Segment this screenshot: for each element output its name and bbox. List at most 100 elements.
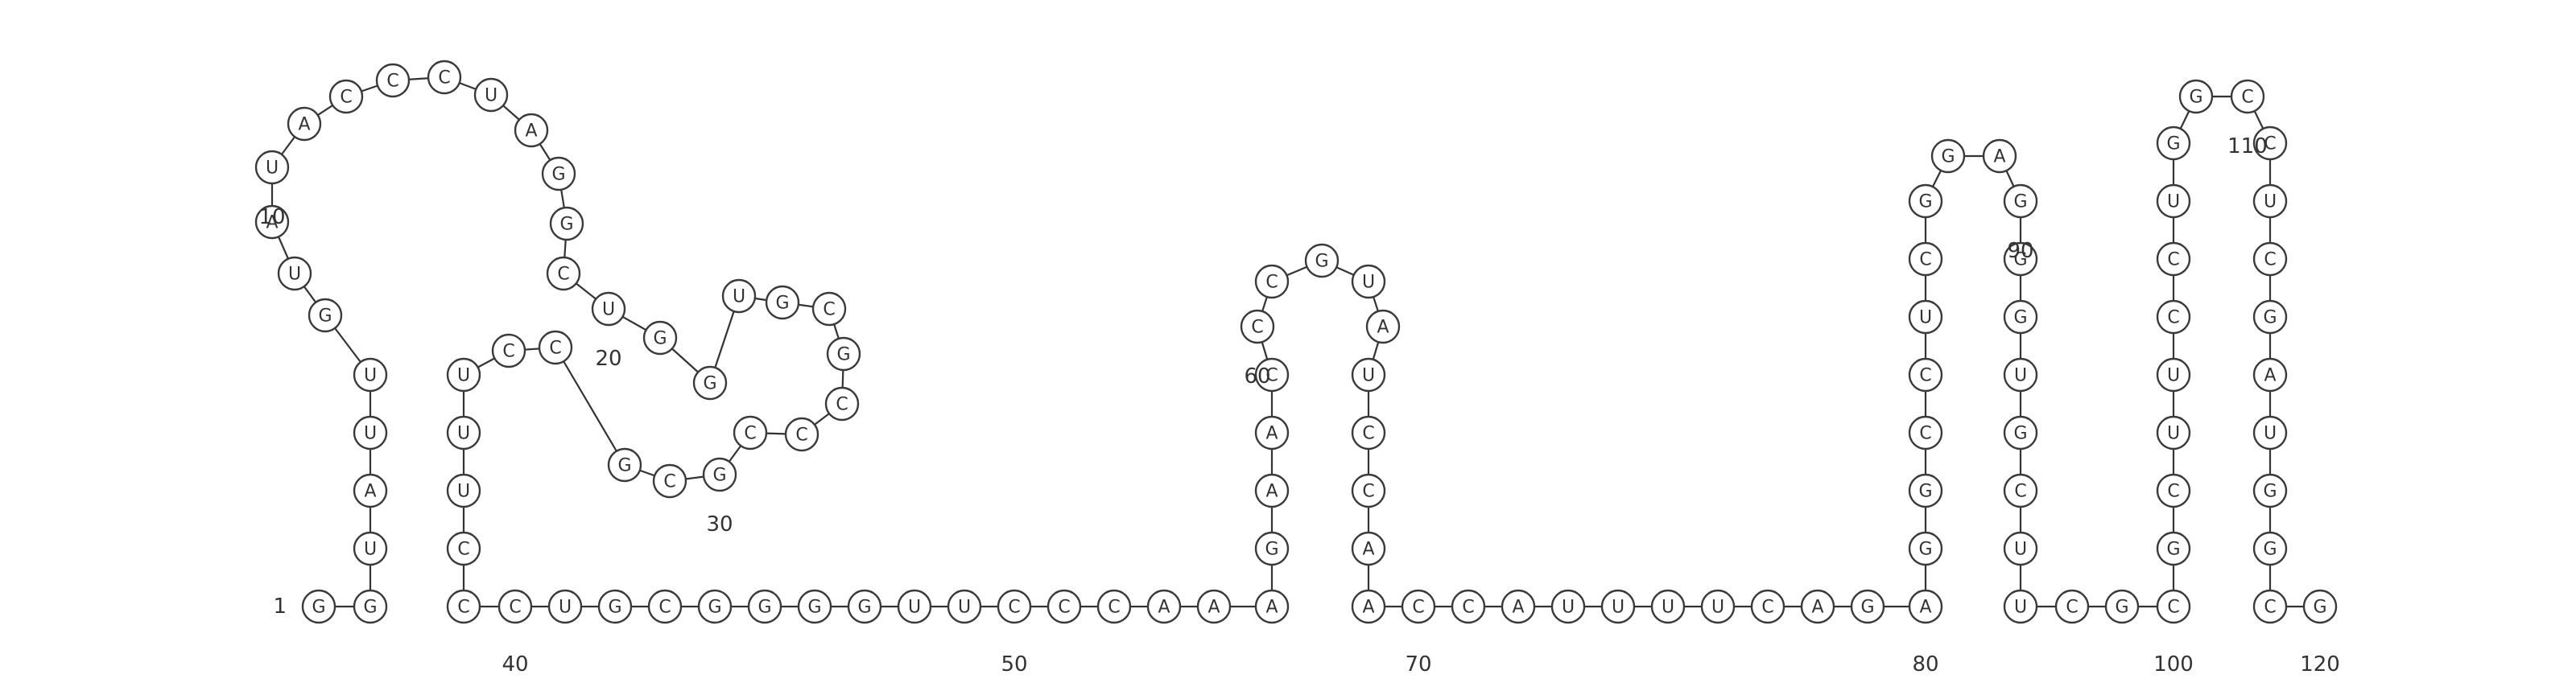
nucleotide-115: A [2252, 357, 2288, 393]
nucleotide-letter: G [608, 598, 621, 618]
nucleotide-letter: C [823, 300, 835, 320]
nucleotide-circle [1800, 589, 1835, 624]
nucleotide-circle [1046, 589, 1082, 624]
nucleotide-circle [1146, 589, 1182, 624]
nucleotide-letter: A [1158, 598, 1170, 618]
nucleotide-circle [1908, 473, 1943, 508]
nucleotide-94: G [2003, 415, 2038, 450]
nucleotide-circle [1650, 589, 1686, 624]
nucleotide-100: C [2156, 589, 2191, 624]
nucleotide-83: C [1908, 415, 1943, 450]
nucleotide-circle [1254, 589, 1290, 624]
nucleotide-letter: C [340, 88, 352, 108]
nucleotide-36: U [446, 415, 481, 450]
nucleotide-59: C [1254, 357, 1290, 393]
nucleotide-39: C [446, 589, 481, 624]
nucleotide-letter: G [2013, 250, 2027, 270]
nucleotide-letter: U [457, 366, 470, 386]
nucleotide-letter: C [795, 426, 807, 446]
nucleotide-circle [2003, 357, 2038, 393]
nucleotide-114: G [2252, 299, 2288, 335]
nucleotide-54: A [1196, 589, 1232, 624]
nucleotide-letter: U [485, 86, 497, 106]
nucleotide-circle [1351, 473, 1386, 508]
nucleotide-circle [997, 589, 1032, 624]
nucleotide-letter: U [2014, 540, 2027, 560]
nucleotide-4: A [353, 473, 388, 508]
nucleotide-circle [1351, 415, 1386, 450]
nucleotide-72: A [1501, 589, 1536, 624]
nucleotide-74: U [1600, 589, 1636, 624]
nucleotide-circle [1908, 183, 1943, 219]
nucleotide-12: C [328, 79, 364, 114]
nucleotide-101: G [2156, 531, 2191, 566]
nucleotide-33: C [538, 330, 573, 365]
nucleotide-circle [301, 589, 336, 624]
nucleotide-circle [2003, 531, 2038, 566]
nucleotide-circle [2178, 79, 2214, 114]
nucleotide-letter: G [1860, 598, 1874, 618]
nucleotide-circle [328, 79, 364, 114]
nucleotide-111: C [2252, 125, 2288, 161]
nucleotide-circle [1908, 357, 1943, 393]
nucleotide-letter: A [1811, 598, 1823, 618]
nucleotide-97: U [2003, 589, 2038, 624]
nucleotide-letter: G [807, 598, 821, 618]
nucleotide-circle [538, 330, 573, 365]
nucleotide-15: U [473, 77, 509, 113]
position-label-110: 110 [2227, 134, 2268, 158]
nucleotide-55: A [1254, 589, 1290, 624]
nucleotide-52: C [1096, 589, 1132, 624]
nucleotide-letter: C [549, 339, 561, 359]
nucleotide-letter: U [1362, 366, 1375, 386]
nucleotide-letter: U [457, 424, 470, 444]
nucleotide-letter: U [364, 540, 377, 560]
nucleotide-6: U [353, 357, 388, 393]
position-label-40: 40 [502, 652, 528, 677]
nucleotide-circle [2156, 357, 2191, 393]
nucleotide-letter: U [2167, 424, 2180, 444]
nucleotide-circle [1240, 309, 1275, 344]
nucleotide-circle [353, 473, 388, 508]
nucleotide-circle [2156, 531, 2191, 566]
position-label-10: 10 [258, 205, 285, 229]
nucleotide-circle [2230, 79, 2265, 114]
nucleotide-letter: G [318, 306, 332, 327]
nucleotide-51: C [1046, 589, 1082, 624]
nucleotide-118: G [2252, 531, 2288, 566]
position-label-80: 80 [1912, 652, 1938, 677]
nucleotide-circle [1254, 531, 1290, 566]
nucleotide-104: U [2156, 357, 2191, 393]
nucleotide-letter: A [2264, 366, 2276, 386]
nucleotide-circle [277, 256, 312, 291]
nucleotide-letter: U [1662, 598, 1674, 618]
nucleotide-117: G [2252, 473, 2288, 508]
nucleotide-circle [1908, 241, 1943, 277]
nucleotide-103: U [2156, 415, 2191, 450]
nucleotide-letter: G [1918, 482, 1932, 502]
nucleotide-circle [473, 77, 509, 113]
nucleotide-letter: C [1919, 250, 1931, 270]
nucleotide-78: A [1800, 589, 1835, 624]
nucleotide-circle [697, 589, 733, 624]
nucleotide-circle [1600, 589, 1636, 624]
nucleotide-circle [353, 415, 388, 450]
nucleotide-119: C [2252, 589, 2288, 624]
nucleotide-28: C [784, 417, 819, 452]
nucleotide-30: G [702, 457, 737, 492]
nucleotide-letter: C [2167, 308, 2179, 328]
nucleotide-68: A [1351, 531, 1386, 566]
nucleotide-letter: G [708, 598, 721, 618]
nucleotide-circle [721, 278, 757, 314]
nucleotide-98: C [2054, 589, 2090, 624]
nucleotide-letter: C [1251, 318, 1263, 338]
nucleotide-letter: C [1462, 598, 1474, 618]
nucleotide-86: C [1908, 241, 1943, 277]
nucleotide-letter: U [1612, 598, 1624, 618]
nucleotide-41: U [547, 589, 583, 624]
nucleotide-circle [2252, 357, 2288, 393]
nucleotide-letter: C [658, 598, 671, 618]
nucleotide-circle [254, 150, 290, 185]
